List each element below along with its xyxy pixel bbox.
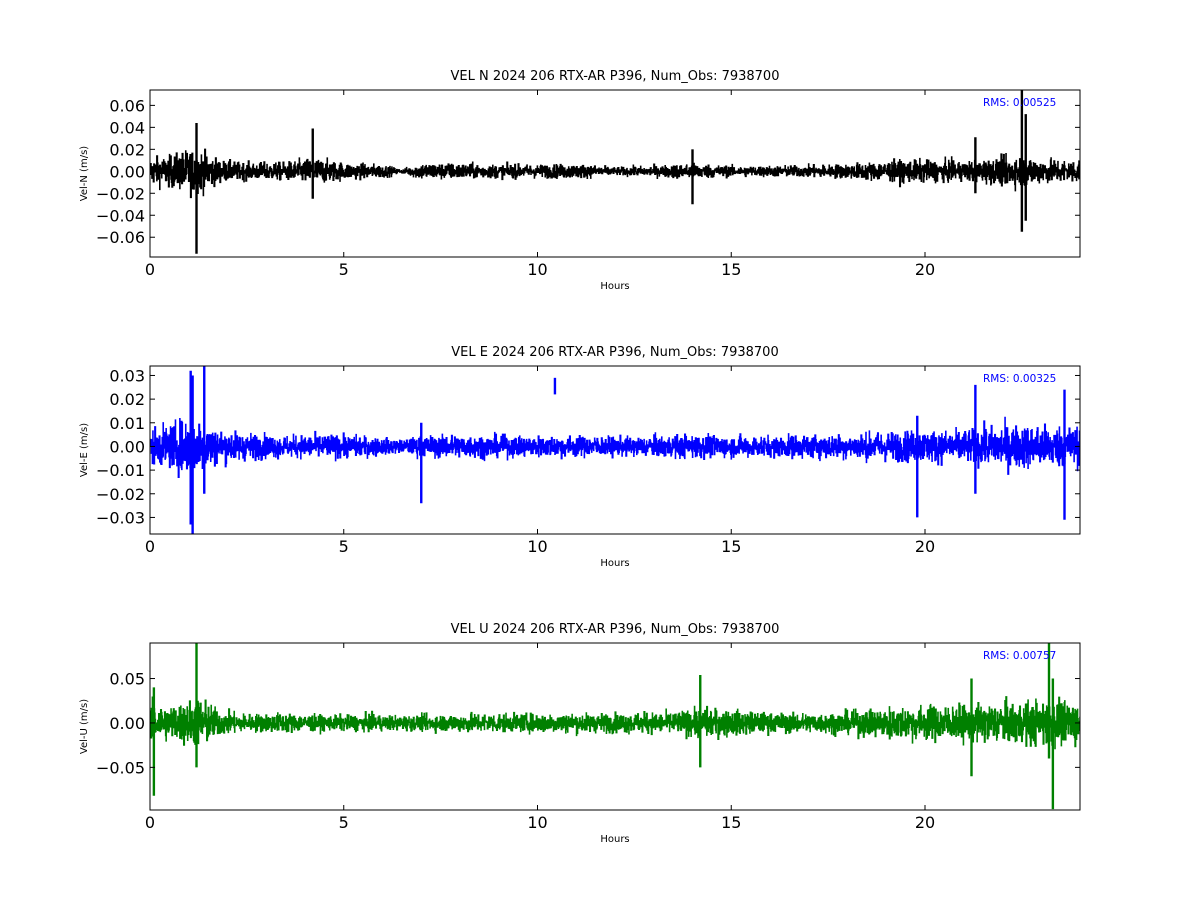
y-tick-label: −0.04 (96, 206, 145, 225)
y-tick-label: −0.05 (96, 758, 145, 777)
x-tick-label: 0 (145, 260, 155, 279)
x-tick-label: 20 (915, 260, 935, 279)
x-tick-label: 5 (339, 260, 349, 279)
series-line (150, 416, 1080, 479)
y-tick-label: 0.04 (109, 118, 145, 137)
series-line (150, 148, 1080, 199)
x-tick-label: 15 (721, 813, 741, 832)
chart-title: VEL N 2024 206 RTX-AR P396, Num_Obs: 793… (451, 69, 780, 84)
x-tick-label: 20 (915, 813, 935, 832)
x-tick-label: 0 (145, 537, 155, 556)
series-trace (150, 366, 1080, 534)
x-tick-label: 10 (527, 260, 547, 279)
y-tick-label: −0.01 (96, 461, 145, 480)
panel-2: VEL U 2024 206 RTX-AR P396, Num_Obs: 793… (79, 622, 1081, 845)
x-axis-label: Hours (600, 558, 629, 569)
y-tick-label: −0.06 (96, 228, 145, 247)
x-tick-label: 15 (721, 537, 741, 556)
axes-frame (149, 89, 1081, 258)
x-tick-label: 10 (527, 537, 547, 556)
y-axis-label: Vel-N (m/s) (79, 146, 90, 201)
x-axis-label: Hours (600, 834, 629, 845)
y-tick-label: −0.02 (96, 184, 145, 203)
y-tick-label: 0.03 (109, 366, 145, 385)
x-tick-label: 5 (339, 537, 349, 556)
rms-annotation: RMS: 0.00757 (983, 650, 1056, 662)
y-axis-label: Vel-E (m/s) (79, 423, 90, 477)
series-line (150, 696, 1080, 750)
y-tick-label: 0.05 (109, 670, 145, 689)
y-axis-label: Vel-U (m/s) (79, 699, 90, 754)
y-tick-label: 0.02 (109, 140, 145, 159)
y-tick-label: −0.02 (96, 485, 145, 504)
rms-annotation: RMS: 0.00325 (983, 373, 1056, 385)
chart-title: VEL E 2024 206 RTX-AR P396, Num_Obs: 793… (451, 345, 778, 360)
y-tick-label: 0.00 (109, 162, 145, 181)
y-tick-label: −0.03 (96, 508, 145, 527)
y-tick-label: 0.02 (109, 390, 145, 409)
x-tick-label: 10 (527, 813, 547, 832)
axes-frame (149, 365, 1081, 535)
x-tick-label: 20 (915, 537, 935, 556)
panel-1: VEL E 2024 206 RTX-AR P396, Num_Obs: 793… (79, 345, 1081, 569)
y-tick-label: 0.06 (109, 96, 145, 115)
rms-annotation: RMS: 0.00525 (983, 97, 1056, 109)
chart-title: VEL U 2024 206 RTX-AR P396, Num_Obs: 793… (451, 622, 780, 637)
x-axis-label: Hours (600, 281, 629, 292)
x-tick-label: 0 (145, 813, 155, 832)
y-tick-label: 0.01 (109, 414, 145, 433)
x-tick-label: 5 (339, 813, 349, 832)
y-tick-label: 0.00 (109, 437, 145, 456)
x-tick-label: 15 (721, 260, 741, 279)
y-tick-label: 0.00 (109, 714, 145, 733)
series-trace (150, 90, 1080, 254)
panel-0: VEL N 2024 206 RTX-AR P396, Num_Obs: 793… (79, 69, 1081, 292)
axes-frame (149, 642, 1081, 811)
series-trace (150, 643, 1080, 810)
